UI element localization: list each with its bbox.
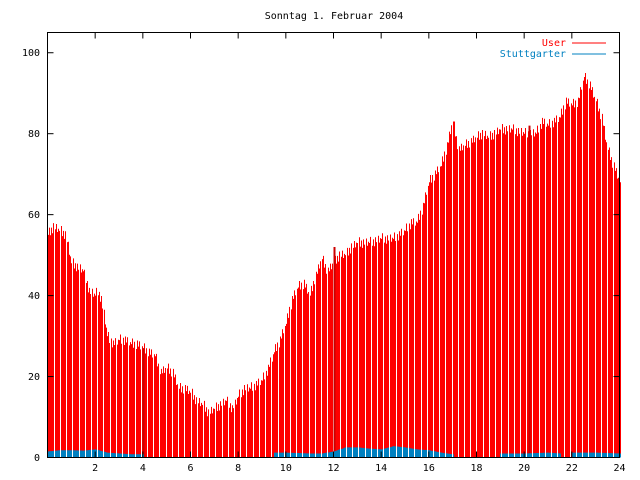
x-tick-label: 14 [375,463,387,474]
x-tick-label: 22 [566,463,578,474]
y-tick-label: 20 [28,372,40,383]
y-tick-label: 0 [34,453,40,464]
x-tick-label: 6 [187,463,193,474]
x-tick-label: 4 [140,463,146,474]
x-tick-label: 2 [92,463,98,474]
user-series [48,72,621,458]
stuttgarter-series [48,446,621,458]
x-tick-label: 10 [280,463,292,474]
legend-label-stuttgarter: Stuttgarter [500,49,566,60]
x-tick-label: 24 [613,463,625,474]
y-tick-label: 60 [28,210,40,221]
y-tick-label: 100 [22,48,40,59]
y-tick-label: 80 [28,129,40,140]
x-tick-label: 8 [235,463,241,474]
legend: User Stuttgarter [500,38,606,60]
legend-label-user: User [542,38,566,49]
chart-title: Sonntag 1. Februar 2004 [265,11,403,22]
x-tick-label: 20 [518,463,530,474]
x-axis: 2 4 6 8 10 12 14 16 18 20 22 24 [92,32,626,474]
x-tick-label: 18 [470,463,482,474]
x-tick-label: 12 [327,463,339,474]
x-tick-label: 16 [423,463,435,474]
y-tick-label: 40 [28,291,40,302]
y-axis: 0 20 40 60 80 100 [22,48,620,464]
